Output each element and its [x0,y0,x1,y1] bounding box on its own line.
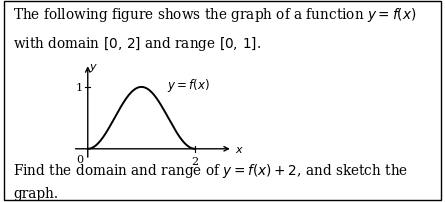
Text: 1: 1 [75,82,82,93]
Text: $y$: $y$ [89,62,98,74]
Text: 0: 0 [77,154,84,164]
Text: graph.: graph. [13,186,58,200]
Text: with domain $[0,\, 2]$ and range $[0,\, 1]$.: with domain $[0,\, 2]$ and range $[0,\, … [13,34,262,52]
Text: Find the domain and range of $y = f(x) + 2$, and sketch the: Find the domain and range of $y = f(x) +… [13,162,409,180]
Text: The following figure shows the graph of a function $y = f(x)$: The following figure shows the graph of … [13,6,417,24]
Text: $y = f(x)$: $y = f(x)$ [167,77,210,94]
Text: $x$: $x$ [235,144,244,154]
Text: 2: 2 [191,157,198,166]
